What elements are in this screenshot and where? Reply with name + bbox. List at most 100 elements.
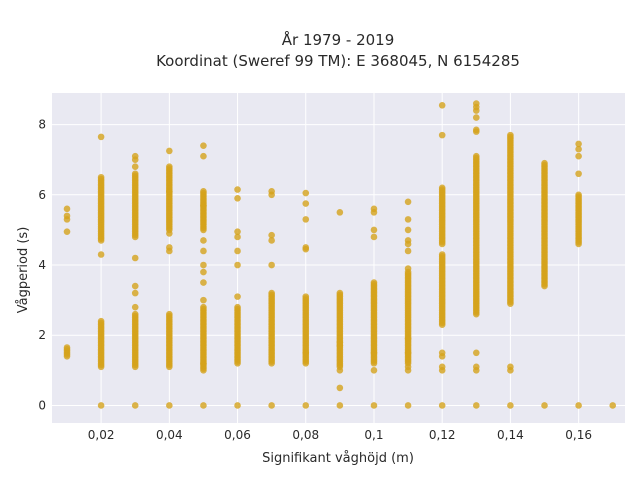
data-point-680: [438, 101, 446, 109]
data-point-679: [438, 131, 446, 139]
data-point-383: [268, 231, 275, 239]
data-point-534: [370, 205, 378, 213]
data-point-150: [131, 163, 139, 171]
data-point-678: [438, 349, 446, 357]
data-point-591: [404, 349, 412, 357]
data-point-529: [370, 367, 378, 374]
data-point-220: [166, 163, 173, 171]
data-point-381: [268, 261, 275, 269]
data-point-986: [575, 145, 582, 153]
data-point-337: [234, 195, 241, 202]
data-point-183: [166, 310, 173, 318]
data-point-36: [97, 317, 105, 325]
data-points: [63, 100, 617, 409]
data-point-596: [404, 237, 412, 244]
chart-title-line-2: Koordinat (Sweref 99 TM): E 368045, N 61…: [156, 52, 520, 70]
data-point-953: [541, 402, 548, 409]
data-point-333: [234, 261, 241, 269]
data-point-380: [268, 402, 275, 409]
data-point-475: [336, 402, 344, 409]
data-point-290: [200, 268, 207, 276]
x-tick-label-1: 0,04: [156, 428, 183, 442]
data-point-149: [131, 303, 139, 311]
data-point-146: [131, 289, 139, 297]
data-point-775: [472, 349, 480, 357]
data-point-76: [97, 133, 105, 141]
data-point-428: [302, 244, 310, 251]
y-tick-label-1: 2: [38, 328, 46, 342]
y-tick-label-2: 4: [38, 258, 46, 272]
data-point-527: [370, 279, 378, 286]
data-point-781: [472, 100, 480, 107]
data-point-983: [575, 402, 582, 409]
data-point-599: [404, 198, 412, 206]
data-point-107: [131, 310, 139, 318]
x-tick-label-6: 0,14: [497, 428, 524, 442]
data-point-385: [268, 188, 275, 195]
data-point-478: [336, 338, 344, 346]
data-point-597: [404, 226, 412, 234]
chart-title-line-1: År 1979 - 2019: [282, 30, 395, 49]
data-point-676: [438, 363, 446, 371]
data-point-424: [302, 293, 310, 300]
data-point-640: [438, 251, 446, 258]
data-point-590: [404, 363, 412, 371]
data-point-8: [63, 212, 71, 220]
data-point-296: [200, 142, 207, 149]
data-point-225: [166, 147, 173, 155]
data-point-292: [200, 247, 207, 255]
data-point-598: [404, 216, 412, 223]
data-point-431: [302, 189, 310, 197]
x-tick-label-2: 0,06: [224, 428, 251, 442]
data-point-426: [302, 349, 310, 357]
data-point-480: [336, 209, 344, 216]
data-point-334: [234, 247, 241, 255]
data-point-74: [97, 402, 105, 409]
x-tick-label-3: 0,08: [292, 428, 319, 442]
data-point-73: [97, 173, 105, 181]
data-point-987: [575, 140, 582, 148]
data-point-593: [404, 265, 412, 272]
data-point-592: [404, 335, 412, 343]
data-point-336: [234, 228, 241, 235]
data-point-778: [472, 114, 480, 121]
data-point-985: [575, 152, 582, 160]
data-point-984: [575, 170, 582, 178]
y-tick-label-0: 0: [38, 398, 46, 412]
data-point-291: [200, 261, 207, 269]
data-point-287: [200, 402, 207, 409]
data-point-881: [507, 363, 514, 371]
data-point-774: [472, 363, 480, 371]
data-point-330: [234, 303, 241, 311]
y-tick-label-4: 8: [38, 118, 46, 132]
x-tick-label-0: 0,02: [88, 428, 115, 442]
data-point-297: [200, 360, 207, 367]
x-tick-label-7: 0,16: [565, 428, 592, 442]
data-point-382: [268, 237, 275, 244]
data-point-338: [234, 186, 241, 193]
data-point-878: [507, 131, 514, 139]
data-point-331: [234, 402, 241, 409]
data-point-152: [131, 152, 139, 160]
data-point-286: [200, 188, 207, 195]
data-point-673: [438, 184, 446, 192]
data-point-293: [200, 237, 207, 244]
data-point-425: [302, 402, 310, 409]
data-point-288: [200, 296, 207, 304]
y-tick-label-3: 6: [38, 188, 46, 202]
data-point-9: [63, 205, 71, 213]
data-point-474: [336, 289, 344, 297]
data-point-295: [200, 152, 207, 160]
data-point-982: [575, 191, 582, 199]
x-axis-label: Signifikant våghöjd (m): [262, 451, 414, 466]
data-point-144: [131, 170, 139, 178]
data-point-588: [404, 402, 412, 409]
data-point-289: [200, 279, 207, 286]
data-point-379: [268, 289, 275, 297]
data-point-476: [336, 384, 344, 392]
data-point-294: [200, 202, 207, 209]
data-point-674: [438, 402, 446, 409]
data-point-594: [404, 247, 412, 255]
